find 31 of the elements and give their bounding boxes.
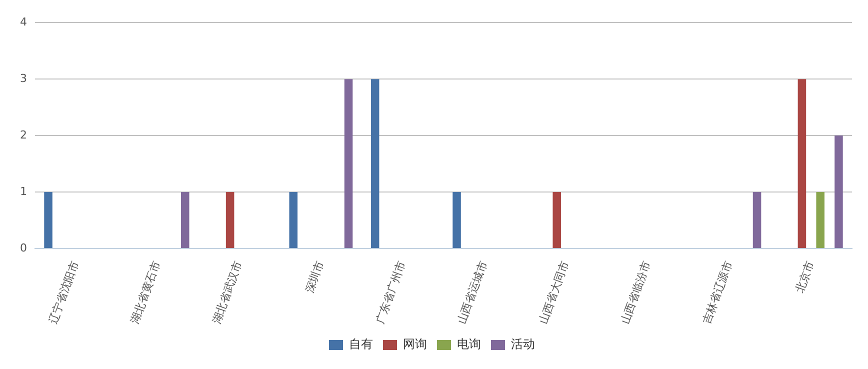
y-tick-label: 2 <box>20 128 27 142</box>
legend-label: 活动 <box>511 337 535 352</box>
y-tick-label: 3 <box>20 72 27 85</box>
bar <box>798 79 806 248</box>
y-tick-label: 1 <box>20 184 27 198</box>
y-tick-label: 4 <box>20 15 27 28</box>
bar <box>226 192 234 248</box>
x-tick-label: 湖北省武汉市 <box>210 259 245 326</box>
legend-label: 自有 <box>349 337 373 352</box>
bar <box>180 192 190 248</box>
bar <box>752 192 762 248</box>
bar <box>344 79 353 248</box>
x-tick-label: 北京市 <box>793 259 817 295</box>
bar <box>552 192 561 248</box>
bar <box>452 192 461 248</box>
legend-label: 电询 <box>457 337 481 352</box>
x-tick-label: 吉林省辽源市 <box>700 259 735 326</box>
bar <box>44 192 52 248</box>
x-tick-label: 湖北省黄石市 <box>128 259 164 326</box>
bar <box>289 192 298 248</box>
legend-label: 网询 <box>403 337 427 352</box>
x-tick-label: 山西省大同市 <box>536 259 572 326</box>
bar <box>370 79 380 248</box>
x-tick-label: 辽宁省沈阳市 <box>46 259 82 326</box>
x-tick-label: 广东省广州市 <box>373 259 408 326</box>
x-tick-label: 深圳市 <box>302 259 326 295</box>
x-tick-label: 山西省临汾市 <box>618 259 654 326</box>
x-tick-label: 山西省运城市 <box>455 259 490 326</box>
y-tick-label: 0 <box>20 241 27 254</box>
bar <box>834 136 843 248</box>
bar <box>816 192 824 248</box>
